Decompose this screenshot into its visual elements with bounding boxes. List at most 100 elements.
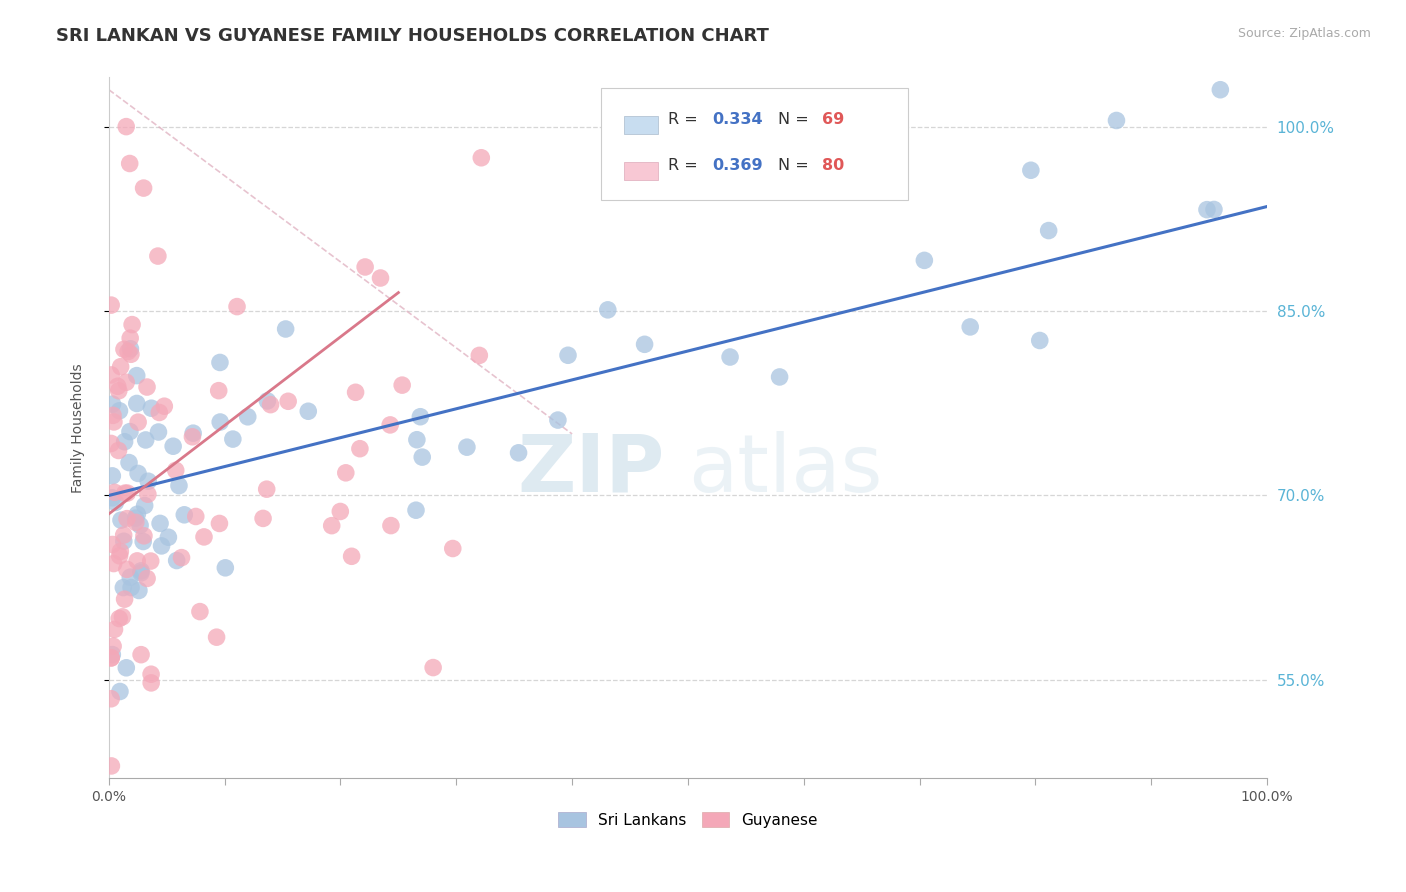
Point <box>912 253 935 268</box>
Point <box>132 529 155 543</box>
Point <box>441 541 464 556</box>
Point <box>135 433 157 447</box>
Point <box>114 486 136 500</box>
Point <box>101 468 124 483</box>
Point <box>103 557 125 571</box>
Point <box>173 508 195 522</box>
Text: 0.369: 0.369 <box>713 158 763 173</box>
Point <box>101 397 124 411</box>
Point <box>141 401 163 416</box>
Point <box>110 359 132 374</box>
Point <box>128 583 150 598</box>
Point <box>340 549 363 564</box>
Point <box>100 651 122 665</box>
Point <box>256 393 278 408</box>
Point <box>125 516 148 530</box>
Point <box>110 544 132 558</box>
Point <box>107 384 129 398</box>
Point <box>114 434 136 449</box>
Point <box>1019 163 1042 178</box>
Point <box>422 660 444 674</box>
Point <box>349 442 371 456</box>
Text: SRI LANKAN VS GUYANESE FAMILY HOUSEHOLDS CORRELATION CHART: SRI LANKAN VS GUYANESE FAMILY HOUSEHOLDS… <box>56 27 769 45</box>
Point <box>277 394 299 409</box>
Point <box>1202 202 1225 217</box>
Point <box>274 322 297 336</box>
Text: N =: N = <box>779 158 814 173</box>
Point <box>252 511 274 525</box>
Point <box>108 549 131 563</box>
FancyBboxPatch shape <box>624 116 658 134</box>
Point <box>208 355 231 369</box>
Point <box>136 487 159 501</box>
Point <box>134 499 156 513</box>
Point <box>127 507 149 521</box>
Point <box>370 271 392 285</box>
Point <box>181 430 204 444</box>
Point <box>112 343 135 357</box>
Point <box>259 398 281 412</box>
Point <box>181 426 204 441</box>
Point <box>141 676 163 690</box>
Point <box>208 516 231 531</box>
Point <box>468 348 491 362</box>
Legend: Sri Lankans, Guyanese: Sri Lankans, Guyanese <box>553 805 824 834</box>
Point <box>193 530 215 544</box>
Point <box>107 379 129 393</box>
Point <box>1038 223 1060 237</box>
Point <box>104 485 127 500</box>
Point <box>205 630 228 644</box>
Point <box>120 581 142 595</box>
Point <box>129 566 152 580</box>
Point <box>120 342 142 356</box>
Point <box>103 415 125 429</box>
Point <box>115 511 138 525</box>
Point <box>129 648 152 662</box>
Point <box>107 443 129 458</box>
Point <box>162 439 184 453</box>
Point <box>208 384 231 398</box>
Text: 69: 69 <box>823 112 845 127</box>
Point <box>1029 334 1052 348</box>
Point <box>110 513 132 527</box>
Point <box>101 648 124 662</box>
Point <box>115 562 138 576</box>
Point <box>120 347 142 361</box>
Text: 0.334: 0.334 <box>713 112 763 127</box>
Text: atlas: atlas <box>688 431 883 508</box>
Point <box>124 511 146 525</box>
Point <box>380 518 402 533</box>
Point <box>508 446 530 460</box>
Point <box>100 691 122 706</box>
Point <box>148 405 170 419</box>
Point <box>380 417 402 432</box>
Point <box>120 570 142 584</box>
Point <box>125 368 148 383</box>
Point <box>405 433 427 447</box>
Point <box>214 561 236 575</box>
Point <box>115 661 138 675</box>
Point <box>236 409 259 424</box>
Point <box>391 378 413 392</box>
Point <box>596 302 619 317</box>
Point <box>132 181 155 195</box>
Point <box>1195 202 1218 217</box>
Point <box>129 518 152 533</box>
Point <box>768 370 790 384</box>
Point <box>100 759 122 773</box>
Point <box>148 425 170 439</box>
Point <box>321 518 343 533</box>
Point <box>226 300 249 314</box>
Point <box>354 260 377 274</box>
Point <box>136 380 159 394</box>
FancyBboxPatch shape <box>602 88 908 200</box>
Point <box>115 376 138 390</box>
Point <box>297 404 319 418</box>
Point <box>222 432 245 446</box>
Point <box>103 623 125 637</box>
Point <box>959 319 981 334</box>
Point <box>101 537 124 551</box>
Point <box>166 553 188 567</box>
Text: R =: R = <box>668 112 703 127</box>
Text: ZIP: ZIP <box>517 431 665 508</box>
